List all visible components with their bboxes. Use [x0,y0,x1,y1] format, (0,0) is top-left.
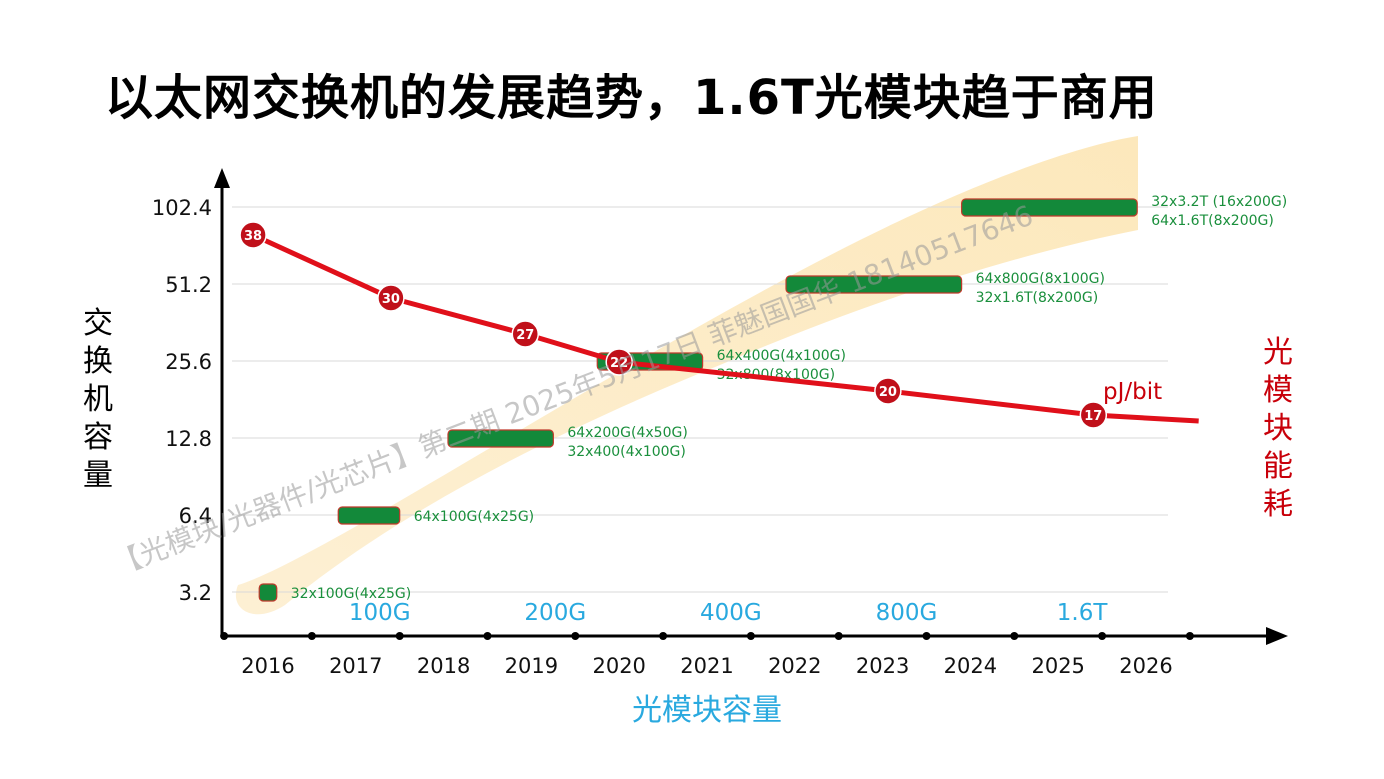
x-axis-dot [571,632,580,640]
x-tick-label: 2025 [1031,654,1084,678]
generation-label: 1.6T [1057,600,1109,626]
capacity-config-label: 32x800(8x100G) [717,367,836,383]
generation-label: 400G [700,600,762,626]
capacity-config-label: 64x400G(4x100G) [717,348,846,364]
x-axis-dot [307,632,316,640]
power-point-label: 17 [1084,409,1102,424]
capacity-bar [337,506,401,525]
y-axis-arrow [214,168,230,188]
y-tick-label: 3.2 [179,581,212,605]
capacity-config-label: 64x100G(4x25G) [414,509,534,525]
x-tick-label: 2020 [592,654,645,678]
page-title: 以太网交换机的发展趋势，1.6T光模块趋于商用 [105,70,1158,126]
x-tick-label: 2016 [241,654,294,678]
power-point-label: 20 [879,385,897,400]
x-tick-label: 2017 [329,654,382,678]
capacity-bar [785,275,963,294]
x-axis-dot [746,632,755,640]
x-tick-label: 2022 [768,654,821,678]
y-axis-label-right: 光模块能耗 [1263,335,1293,522]
power-point [239,221,267,249]
y-tick-label: 102.4 [152,196,212,220]
capacity-config-label: 32x1.6T(8x200G) [976,290,1099,306]
generation-label: 800G [876,600,938,626]
x-tick-label: 2018 [417,654,470,678]
power-unit-label: pJ/bit [1103,379,1162,405]
capacity-bar [447,429,554,448]
power-point [605,348,633,376]
generation-label: 200G [524,600,586,626]
power-point-label: 38 [244,229,262,244]
power-point-label: 27 [516,328,534,343]
capacity-config-label: 32x3.2T (16x200G) [1151,194,1287,210]
x-axis-dot [483,632,492,640]
x-tick-label: 2019 [505,654,558,678]
power-point [377,284,405,312]
x-axis-dot [922,632,931,640]
capacity-config-label: 64x1.6T(8x200G) [1151,213,1274,229]
x-axis-dot [220,632,229,640]
power-point [511,320,540,348]
power-point [1079,401,1108,429]
x-axis-dot [834,632,843,640]
x-tick-label: 2024 [944,654,997,678]
capacity-bar [258,583,278,602]
x-tick-label: 2026 [1119,654,1172,678]
capacity-config-label: 64x200G(4x50G) [567,425,687,441]
y-tick-label: 12.8 [165,427,212,451]
x-axis-dot [395,632,404,640]
power-point-label: 30 [382,292,400,307]
y-axis-label-left: 交换机容量 [83,306,113,493]
y-tick-label: 25.6 [165,350,212,374]
x-axis-arrow [1266,627,1288,645]
y-tick-label: 6.4 [179,504,212,528]
x-axis-dot [1098,632,1107,640]
capacity-config-label: 32x100G(4x25G) [291,586,411,602]
capacity-config-label: 32x400(4x100G) [567,444,686,460]
power-point-label: 22 [610,356,628,371]
x-axis-dot [659,632,668,640]
x-axis-label: 光模块容量 [632,693,782,728]
x-tick-label: 2021 [680,654,733,678]
power-point [874,377,902,405]
trend-highlight [235,136,1138,615]
x-tick-label: 2023 [856,654,909,678]
generation-label: 100G [349,600,411,626]
x-axis-dot [1010,632,1019,640]
capacity-config-label: 64x800G(8x100G) [976,271,1105,287]
x-axis-dot [1185,632,1194,640]
y-tick-label: 51.2 [165,273,212,297]
capacity-bar [961,198,1138,217]
